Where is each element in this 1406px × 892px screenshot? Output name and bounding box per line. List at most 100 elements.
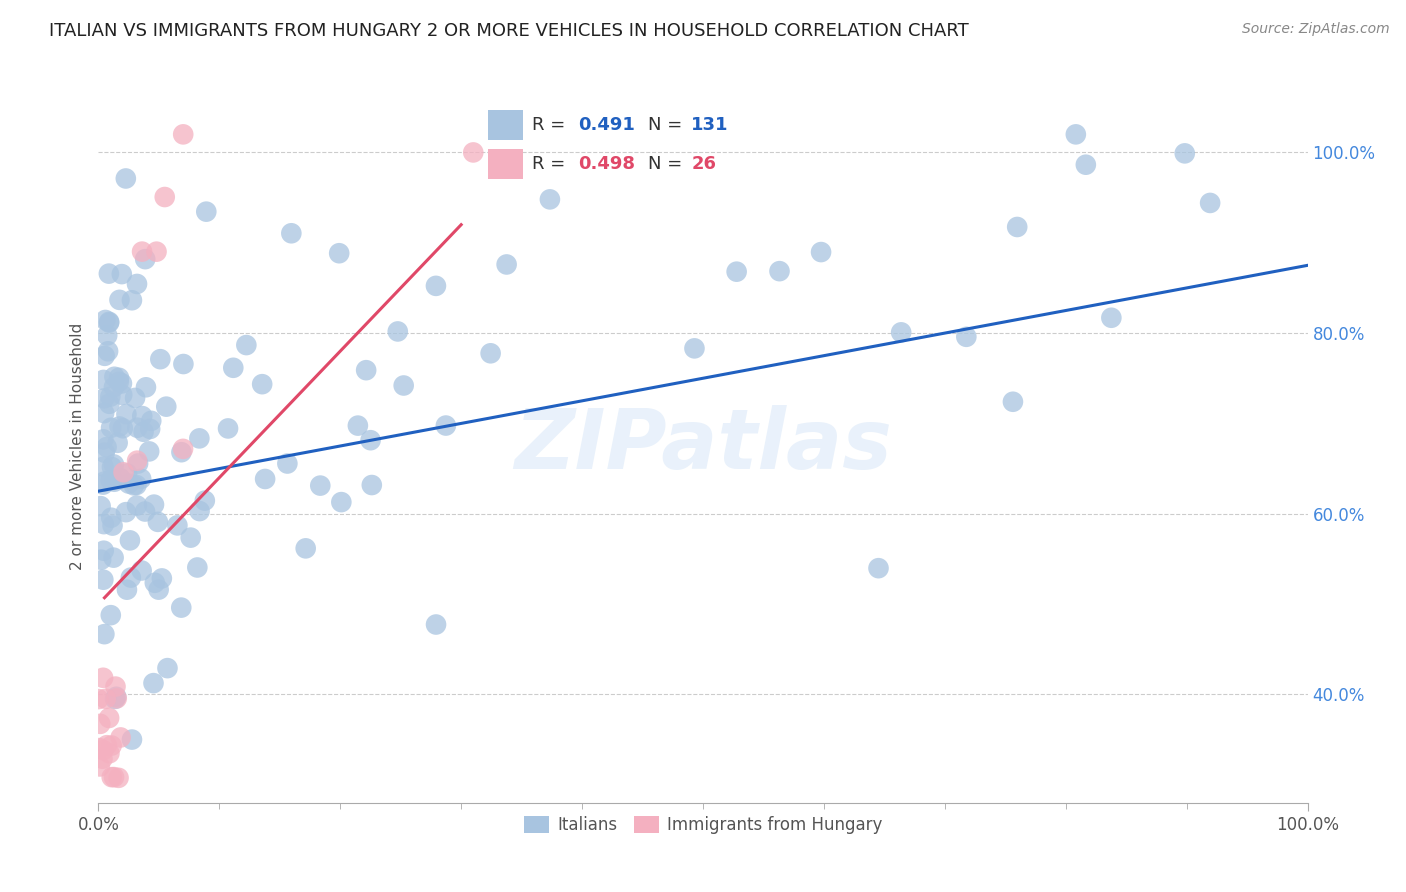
Point <box>124 391 146 405</box>
Point <box>156 661 179 675</box>
Text: ZIPatlas: ZIPatlas <box>515 406 891 486</box>
Point <box>127 457 149 471</box>
Point <box>94 691 117 706</box>
Point <box>153 190 176 204</box>
Point <box>121 293 143 308</box>
Point <box>104 680 127 694</box>
Point <box>93 373 115 387</box>
Point <box>172 128 194 142</box>
Y-axis label: 2 or more Vehicles in Household: 2 or more Vehicles in Household <box>69 322 84 570</box>
Point <box>108 375 131 389</box>
Point <box>98 711 121 725</box>
Point <box>111 267 134 281</box>
Point <box>810 245 832 260</box>
Point <box>149 352 172 367</box>
Point <box>103 475 125 489</box>
Point <box>93 475 115 489</box>
Point <box>104 692 127 706</box>
Point <box>118 476 141 491</box>
Point <box>107 771 129 785</box>
Point <box>768 264 790 278</box>
Point <box>1174 146 1197 161</box>
Point <box>93 349 115 363</box>
Point <box>222 360 245 375</box>
Point <box>129 472 152 486</box>
Point <box>360 434 382 448</box>
Point <box>90 552 112 566</box>
Point <box>115 505 138 519</box>
Point <box>280 227 302 241</box>
Point <box>96 328 118 343</box>
Text: Source: ZipAtlas.com: Source: ZipAtlas.com <box>1241 22 1389 37</box>
Point <box>115 467 138 481</box>
Point <box>100 473 122 487</box>
Point <box>93 406 115 420</box>
Point <box>100 510 122 524</box>
Point <box>170 445 193 459</box>
Point <box>1074 158 1097 172</box>
Point <box>235 338 257 352</box>
Point <box>135 380 157 394</box>
Point <box>195 204 218 219</box>
Point <box>425 278 447 293</box>
Point <box>94 313 117 327</box>
Point <box>1001 394 1024 409</box>
Point <box>91 743 114 757</box>
Point <box>141 414 163 428</box>
Point <box>101 460 124 475</box>
Point <box>90 499 112 513</box>
Point <box>98 397 121 411</box>
Point <box>132 425 155 439</box>
Point <box>91 477 114 491</box>
Point <box>93 517 115 532</box>
Point <box>166 518 188 533</box>
Point <box>186 560 208 574</box>
Point <box>103 369 125 384</box>
Point <box>89 759 111 773</box>
Point <box>111 376 134 391</box>
Point <box>538 193 561 207</box>
Point <box>955 330 977 344</box>
Point <box>91 671 114 685</box>
Point <box>495 257 517 271</box>
Point <box>93 446 115 460</box>
Point <box>89 716 111 731</box>
Point <box>890 326 912 340</box>
Point <box>125 277 148 291</box>
Point <box>120 571 142 585</box>
Point <box>100 608 122 623</box>
Point <box>93 459 115 474</box>
Point <box>97 267 120 281</box>
Point <box>108 371 131 385</box>
Point <box>93 392 115 406</box>
Point <box>131 244 153 259</box>
Point <box>387 325 409 339</box>
Point <box>188 431 211 445</box>
Point <box>194 493 217 508</box>
Point <box>112 465 135 479</box>
Point <box>434 418 457 433</box>
Point <box>122 478 145 492</box>
Point <box>354 363 377 377</box>
Point <box>127 453 149 467</box>
Point <box>155 400 177 414</box>
Point <box>683 342 706 356</box>
Point <box>93 573 115 587</box>
Point <box>328 246 350 260</box>
Point <box>108 419 131 434</box>
Point <box>100 770 122 784</box>
Point <box>1199 196 1222 211</box>
Point <box>103 550 125 565</box>
Point <box>172 442 194 456</box>
Point <box>127 420 149 434</box>
Point <box>97 344 120 359</box>
Point <box>125 478 148 492</box>
Point <box>121 732 143 747</box>
Point <box>142 676 165 690</box>
Point <box>330 495 353 509</box>
Point <box>98 746 121 760</box>
Point <box>250 377 273 392</box>
Point <box>103 380 125 394</box>
Point <box>105 690 128 704</box>
Point <box>100 739 122 753</box>
